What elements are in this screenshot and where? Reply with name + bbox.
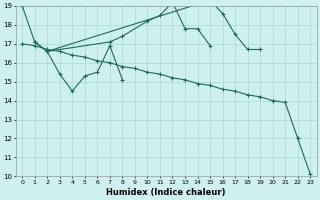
X-axis label: Humidex (Indice chaleur): Humidex (Indice chaleur) (107, 188, 226, 197)
